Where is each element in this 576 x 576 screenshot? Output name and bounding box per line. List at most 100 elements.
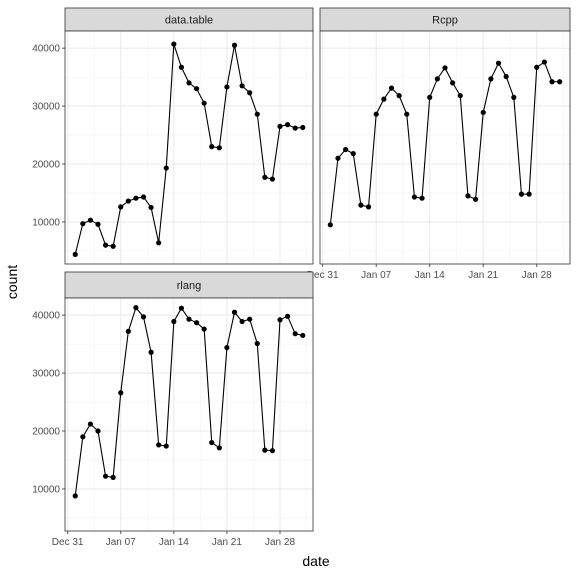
data-point — [480, 109, 486, 116]
data-point — [269, 448, 276, 454]
y-tick-label: 10000 — [32, 484, 60, 495]
data-point — [292, 125, 298, 131]
data-point — [201, 100, 207, 106]
data-point — [95, 221, 101, 227]
data-point — [488, 76, 494, 82]
data-point — [186, 316, 192, 322]
data-point — [148, 204, 154, 211]
y-tick-label: 30000 — [32, 102, 60, 113]
data-point — [193, 320, 200, 326]
data-point — [381, 96, 387, 102]
data-point — [125, 198, 131, 204]
data-point — [262, 447, 268, 453]
data-point — [186, 80, 192, 86]
data-point — [156, 442, 162, 448]
x-tick-label: Jan 21 — [468, 270, 498, 281]
data-point — [178, 64, 185, 70]
data-point — [254, 111, 260, 117]
y-tick-label: 20000 — [32, 427, 60, 438]
data-point — [163, 443, 169, 449]
data-point — [373, 111, 379, 117]
data-point — [284, 122, 291, 128]
data-point — [419, 195, 425, 201]
facet-panels: data.table 10000 20000 30000 40000 Rcpp Dec 31… — [32, 7, 571, 548]
data-point — [434, 76, 440, 82]
data-point — [231, 42, 238, 48]
data-point — [118, 390, 124, 396]
data-point — [95, 428, 101, 434]
data-point — [140, 194, 147, 200]
data-point — [254, 340, 260, 347]
data-point — [511, 94, 517, 100]
data-point — [365, 204, 372, 210]
data-point — [526, 191, 532, 197]
data-point — [87, 421, 94, 427]
y-tick-label: 40000 — [32, 44, 60, 55]
panel-border — [64, 297, 314, 532]
data-point — [163, 165, 169, 171]
data-point — [327, 222, 333, 228]
data-point — [193, 86, 200, 92]
data-point — [102, 242, 109, 248]
panel-rlang: rlang 10000 20000 30000 40000 Dec 31 Jan 07 Jan… — [32, 271, 314, 548]
y-axis-title: count — [4, 265, 20, 299]
y-tick-label: 20000 — [32, 160, 60, 171]
panel-Rcpp: Rcpp Dec 31 Jan 07 Jan 14 Jan 21 Jan 28 — [307, 7, 571, 281]
facet-strip-label: data.table — [165, 15, 213, 27]
data-point — [541, 59, 547, 65]
data-point — [156, 240, 162, 246]
data-point — [427, 94, 433, 100]
panel-data-table: data.table 10000 20000 30000 40000 — [32, 7, 314, 265]
data-point — [178, 305, 185, 311]
data-point — [224, 84, 230, 90]
y-tick-label: 30000 — [32, 369, 60, 380]
data-point — [457, 93, 463, 99]
y-tick-label: 10000 — [32, 217, 60, 228]
x-tick-label: Jan 28 — [522, 270, 552, 281]
data-point — [262, 174, 268, 180]
data-point — [216, 445, 222, 451]
data-point — [300, 124, 306, 131]
panel-border — [64, 30, 314, 265]
data-point — [201, 326, 207, 332]
data-point — [148, 349, 154, 355]
data-point — [80, 221, 86, 227]
x-tick-label: Jan 28 — [265, 537, 295, 548]
x-tick-label: Jan 07 — [361, 270, 391, 281]
data-point — [110, 474, 116, 480]
x-tick-label: Jan 07 — [106, 537, 136, 548]
data-point — [247, 316, 253, 322]
data-point — [133, 305, 139, 311]
data-point — [72, 251, 78, 257]
data-point — [495, 60, 502, 66]
data-point — [557, 79, 563, 85]
data-point — [388, 85, 395, 91]
panel-background — [65, 298, 313, 531]
data-point — [411, 194, 418, 200]
data-point — [269, 176, 276, 182]
data-point — [396, 93, 402, 99]
data-point — [358, 202, 364, 208]
data-point — [292, 331, 298, 337]
data-point — [450, 80, 456, 86]
facet-strip-label: rlang — [177, 280, 201, 292]
x-tick-label: Jan 14 — [415, 270, 445, 281]
data-point — [343, 146, 349, 153]
data-point — [239, 83, 245, 89]
x-tick-label: Jan 21 — [212, 537, 242, 548]
data-point — [247, 90, 253, 96]
data-point — [465, 193, 471, 199]
y-tick-label: 40000 — [32, 311, 60, 322]
data-point — [231, 309, 238, 315]
data-point — [335, 155, 341, 161]
panel-border — [319, 30, 571, 265]
data-point — [171, 318, 177, 325]
data-point — [534, 64, 540, 70]
data-point — [102, 473, 109, 479]
data-point — [300, 332, 306, 339]
x-tick-label: Dec 31 — [307, 270, 339, 281]
data-point — [118, 204, 124, 210]
data-point — [350, 150, 356, 157]
x-tick-label: Dec 31 — [52, 537, 84, 548]
